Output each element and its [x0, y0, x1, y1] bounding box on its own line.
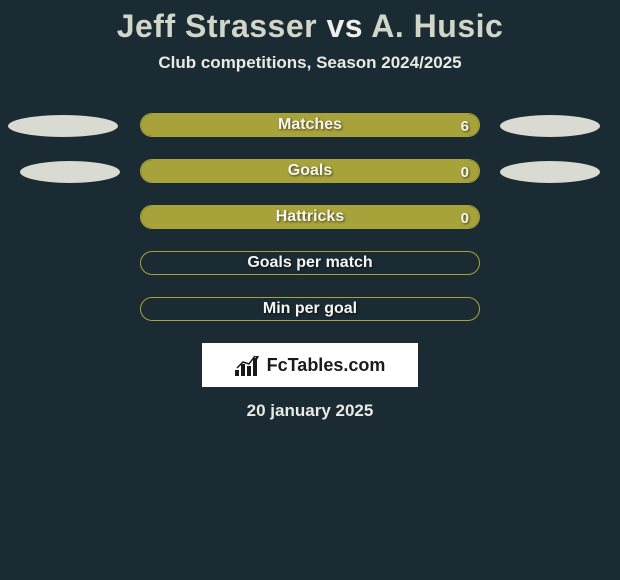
subtitle: Club competitions, Season 2024/2025 — [0, 53, 620, 73]
page-title: Jeff Strasser vs A. Husic — [0, 8, 620, 45]
stat-bar: 6Matches — [140, 113, 480, 137]
left-ellipse — [20, 161, 120, 183]
stat-row: 6Matches — [0, 113, 620, 143]
right-ellipse — [500, 115, 600, 137]
stats-rows: 6Matches 0Goals 0Hattricks Goals per match M… — [0, 113, 620, 327]
site-icon — [235, 354, 263, 376]
stat-label: Matches — [141, 114, 479, 136]
stat-row: Goals per match — [0, 251, 620, 281]
player2-name: A. Husic — [371, 8, 503, 44]
stat-label: Goals per match — [141, 252, 479, 274]
stat-bar: 0Hattricks — [140, 205, 480, 229]
player1-name: Jeff Strasser — [117, 8, 317, 44]
comparison-card: Jeff Strasser vs A. Husic Club competiti… — [0, 0, 620, 421]
vs-text: vs — [326, 8, 363, 44]
stat-row: 0Goals — [0, 159, 620, 189]
stat-label: Goals — [141, 160, 479, 182]
left-ellipse — [8, 115, 118, 137]
stat-bar: 0Goals — [140, 159, 480, 183]
stat-bar: Goals per match — [140, 251, 480, 275]
stat-row: Min per goal — [0, 297, 620, 327]
stat-label: Min per goal — [141, 298, 479, 320]
right-ellipse — [500, 161, 600, 183]
snapshot-date: 20 january 2025 — [0, 401, 620, 421]
site-badge: FcTables.com — [202, 343, 418, 387]
stat-row: 0Hattricks — [0, 205, 620, 235]
stat-label: Hattricks — [141, 206, 479, 228]
site-name: FcTables.com — [267, 355, 386, 376]
stat-bar: Min per goal — [140, 297, 480, 321]
